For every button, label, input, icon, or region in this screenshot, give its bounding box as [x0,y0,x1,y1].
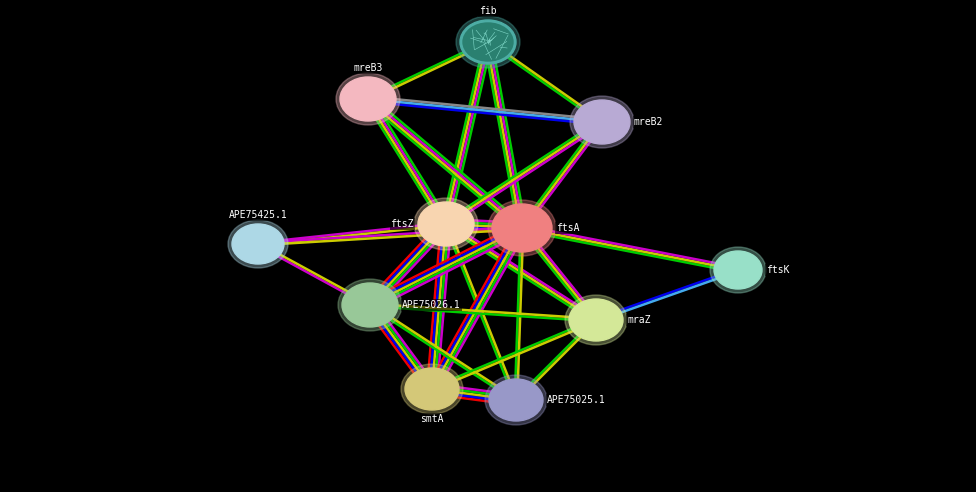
Text: mreB3: mreB3 [353,63,383,73]
Ellipse shape [342,283,398,327]
Ellipse shape [460,20,516,64]
Ellipse shape [414,198,478,250]
Ellipse shape [489,379,543,421]
Ellipse shape [492,204,552,252]
Ellipse shape [401,364,463,414]
Ellipse shape [570,96,634,148]
Text: ftsA: ftsA [556,223,580,233]
Text: fib: fib [479,6,497,16]
Text: mraZ: mraZ [627,315,650,325]
Ellipse shape [710,247,766,293]
Ellipse shape [456,16,520,68]
Ellipse shape [338,279,402,331]
Text: APE75026.1: APE75026.1 [402,300,461,310]
Ellipse shape [228,220,288,268]
Ellipse shape [488,200,556,256]
Ellipse shape [565,295,627,345]
Ellipse shape [232,224,284,264]
Ellipse shape [463,23,513,61]
Ellipse shape [569,299,623,341]
Ellipse shape [418,202,474,246]
Ellipse shape [340,77,396,121]
Text: smtA: smtA [421,414,444,424]
Ellipse shape [405,368,459,410]
Ellipse shape [336,73,400,125]
Ellipse shape [485,375,547,425]
Text: ftsK: ftsK [766,265,790,275]
Text: APE75025.1: APE75025.1 [547,395,606,405]
Text: APE75425.1: APE75425.1 [228,210,287,220]
Ellipse shape [574,100,630,144]
Text: mreB2: mreB2 [634,117,664,127]
Ellipse shape [714,251,762,289]
Text: ftsZ: ftsZ [390,219,414,229]
